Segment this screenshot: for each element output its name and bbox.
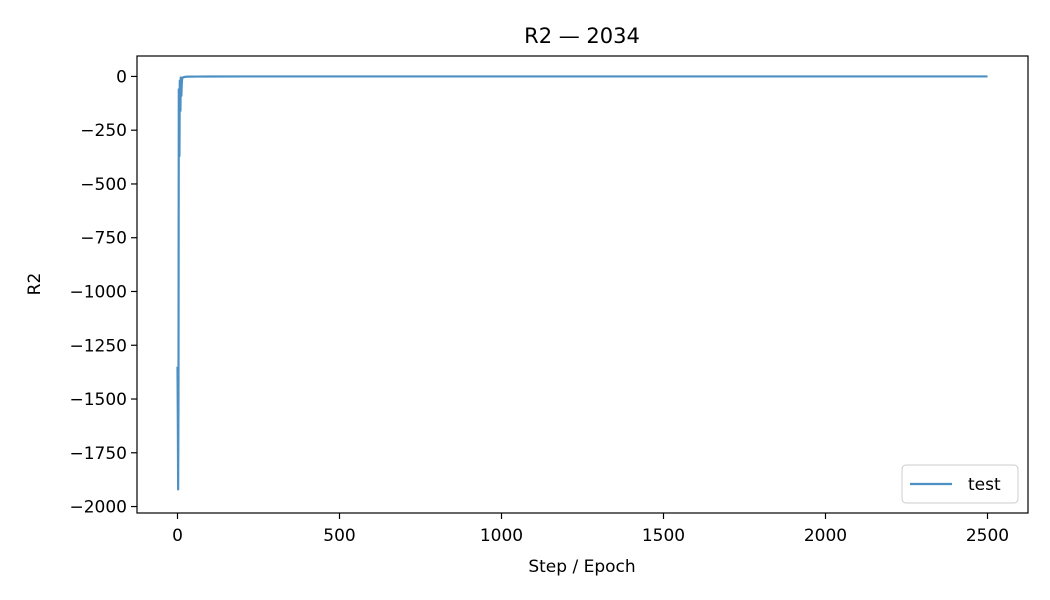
y-tick-label: −500 (80, 175, 127, 195)
series-line-test (176, 75, 988, 491)
y-tick-label: −1000 (69, 282, 127, 302)
x-tick-label: 1500 (642, 526, 685, 546)
x-tick-label: 1000 (480, 526, 523, 546)
x-tick-label: 0 (172, 526, 183, 546)
y-axis-label: R2 (25, 273, 45, 296)
legend-label-test: test (968, 475, 1001, 495)
plot-area (176, 75, 988, 491)
y-tick-label: −750 (80, 229, 127, 249)
y-tick-label: 0 (116, 67, 127, 87)
axes: 0 500 1000 1500 2000 2500 0 −250 −500 −750 −1000 −1… (69, 55, 1029, 546)
y-tick-label: −1250 (69, 336, 127, 356)
legend-box (901, 464, 1019, 504)
plot-frame (136, 55, 1029, 514)
x-tick-label: 2000 (804, 526, 847, 546)
y-tick-label: −1500 (69, 390, 127, 410)
y-tick-label: −2000 (69, 498, 127, 518)
x-tick-label: 2500 (966, 526, 1009, 546)
x-axis-label: Step / Epoch (528, 557, 635, 577)
chart-title: R2 — 2034 (524, 24, 640, 48)
x-tick-label: 500 (323, 526, 355, 546)
y-tick-label: −250 (80, 121, 127, 141)
legend: test (901, 464, 1019, 504)
y-tick-label: −1750 (69, 444, 127, 464)
